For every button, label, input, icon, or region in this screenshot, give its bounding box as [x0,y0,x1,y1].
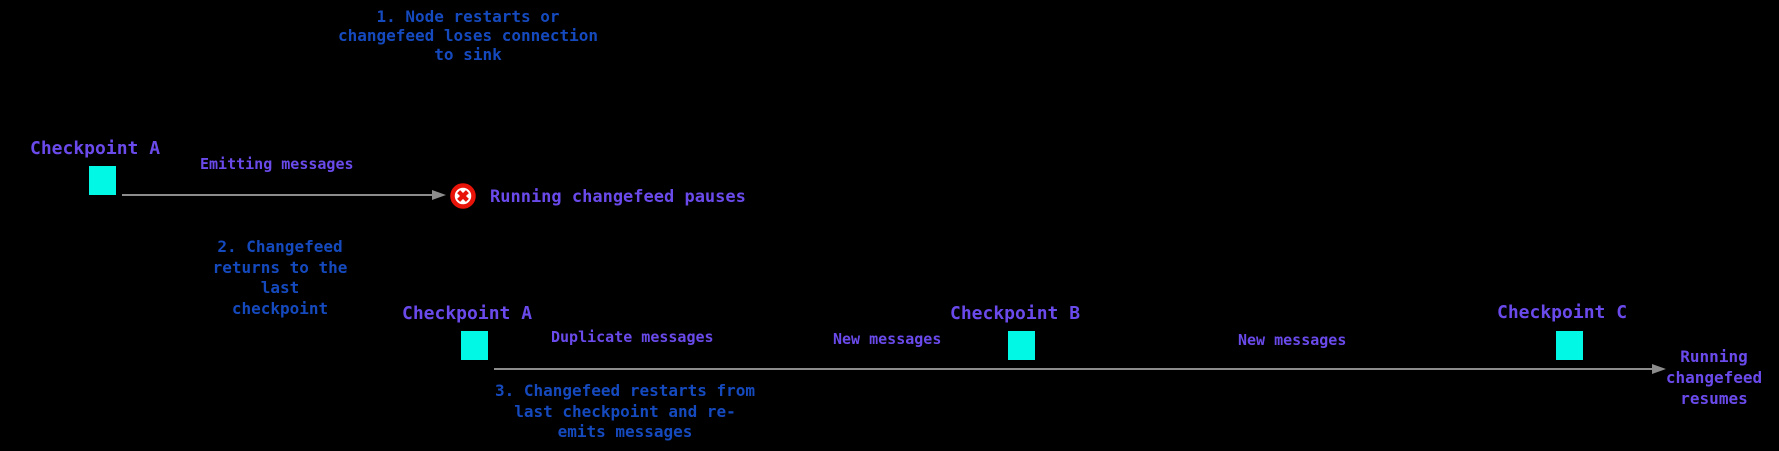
checkpoint-b-marker [1008,331,1035,360]
note-node-restarts: 1. Node restarts or changefeed loses con… [337,7,599,64]
new-messages-label-1: New messages [833,330,942,348]
checkpoint-a-label-row2: Checkpoint A [402,303,533,324]
running-changefeed-resumes-label: Running changefeed resumes [1665,347,1763,408]
running-changefeed-pauses-label: Running changefeed pauses [490,187,746,207]
timeline2-arrowhead-icon [1652,364,1666,374]
timeline1-arrowhead-icon [432,190,446,200]
duplicate-messages-label: Duplicate messages [551,328,714,346]
checkpoint-c-marker [1556,331,1583,360]
x-circle-icon [450,183,476,209]
timeline2-arrow-line [494,368,1652,370]
checkpoint-b-label: Checkpoint B [950,303,1081,324]
note-returns-to-checkpoint: 2. Changefeed returns to the last checkp… [212,237,348,318]
timeline1-arrow-line [122,194,434,196]
checkpoint-a-label-row1: Checkpoint A [30,138,161,159]
checkpoint-a-marker-row1 [89,166,116,195]
checkpoint-a-marker-row2 [461,331,488,360]
emitting-messages-label: Emitting messages [200,155,354,173]
new-messages-label-2: New messages [1238,331,1347,349]
checkpoint-c-label: Checkpoint C [1497,302,1628,323]
note-restarts-from-checkpoint: 3. Changefeed restarts from last checkpo… [494,381,756,441]
